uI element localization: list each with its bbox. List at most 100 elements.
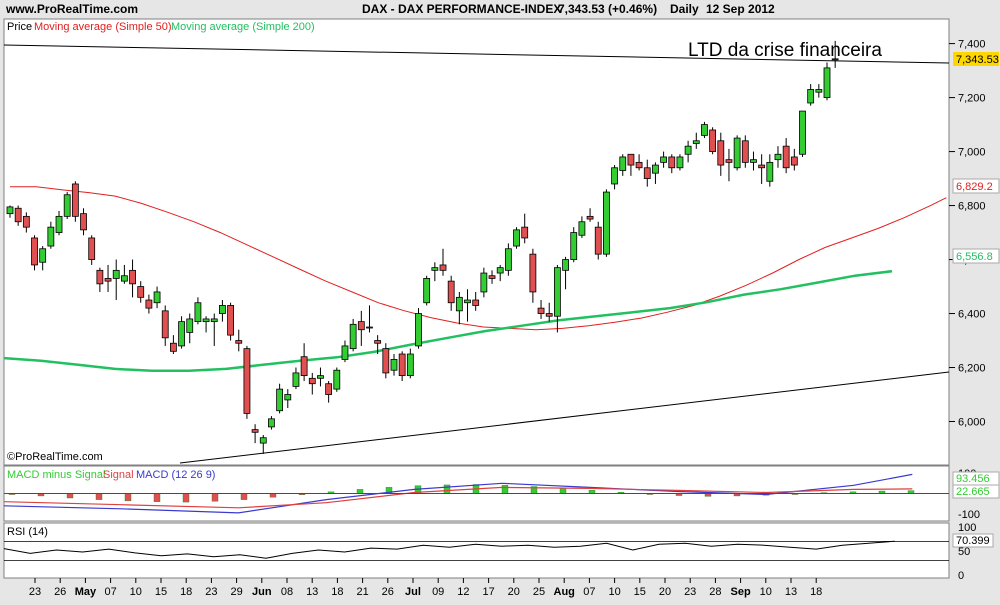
candle-down: [741, 140, 749, 163]
candle-up: [219, 305, 226, 314]
x-tick-label: 25: [533, 586, 545, 598]
macd-bar: [443, 484, 451, 494]
candle-up: [513, 229, 520, 247]
x-tick-label: 23: [684, 586, 696, 598]
badge-price-bg: [953, 52, 999, 66]
candle-down: [161, 310, 169, 339]
candle-up: [406, 353, 414, 377]
candle-down: [668, 156, 676, 169]
x-tick-label: 15: [634, 586, 646, 598]
candle-down: [71, 183, 79, 217]
legend-macd-hist: MACD minus Signal: [7, 469, 105, 481]
candle-up: [317, 375, 324, 379]
x-tick-label: 10: [130, 586, 142, 598]
candle-down: [709, 129, 717, 152]
rsi-tick-label: 100: [958, 522, 976, 534]
candle-up: [178, 321, 185, 347]
candle-down: [129, 269, 136, 285]
candle-up: [562, 259, 569, 271]
candle-up: [464, 299, 471, 304]
candle-down: [374, 340, 382, 344]
candle-up: [47, 226, 55, 247]
legend-rsi: RSI (14): [7, 526, 48, 538]
candle-down: [80, 213, 87, 231]
macd-bar: [211, 493, 219, 502]
candle-down: [382, 348, 390, 374]
candle-up: [259, 437, 267, 444]
candle-up: [292, 372, 300, 387]
legend-ma200: Moving average (Simple 200): [171, 21, 315, 33]
candle-down: [300, 356, 308, 377]
trendline-support: [179, 371, 950, 464]
legend-macd: MACD (12 26 9): [136, 469, 215, 481]
candle-up: [496, 267, 504, 274]
candle-up: [733, 137, 741, 169]
date: 12 Sep 2012: [706, 2, 775, 16]
candle-up: [349, 323, 357, 350]
x-axis: 23 26 May 07 10 15 18 23 29 Jun 08 13 18 21 26 Jul 09 12 1…: [29, 578, 822, 598]
x-tick-label: 09: [432, 586, 444, 598]
price-tick-label: 6,400: [958, 309, 986, 321]
legend-macd-signal: Signal: [103, 469, 134, 481]
candle-up: [39, 248, 47, 263]
candle-down: [14, 207, 22, 223]
candle-up: [276, 388, 284, 412]
candle-down: [104, 278, 112, 282]
price-tick-label: 7,000: [958, 147, 986, 159]
candle-up: [684, 145, 692, 155]
candle-down: [521, 226, 529, 239]
price-tick-label: 6,000: [958, 417, 986, 429]
badge-signal: 22.665: [956, 486, 990, 498]
candle-down: [758, 164, 766, 169]
x-tick-label: 18: [810, 586, 822, 598]
macd-bar: [240, 493, 248, 500]
candle-down: [88, 237, 96, 260]
candle-down: [169, 342, 177, 352]
x-tick-label: 28: [709, 586, 721, 598]
candle-down: [251, 429, 259, 433]
candle-up: [831, 58, 839, 61]
rsi-axis: 100 50 0: [958, 522, 976, 582]
candle-up: [701, 124, 708, 136]
x-tick-label: Aug: [554, 586, 575, 598]
candle-down: [529, 253, 537, 293]
x-tick-label: 26: [54, 586, 66, 598]
candle-up: [799, 110, 806, 155]
candle-down: [243, 348, 251, 414]
price-tick-label: 7,400: [958, 39, 986, 51]
candle-up: [210, 318, 218, 323]
candle-up: [660, 156, 667, 163]
candles: [6, 40, 839, 454]
candle-up: [431, 267, 439, 271]
watermark: ©ProRealTime.com: [7, 451, 103, 463]
candle-up: [284, 394, 292, 401]
rsi-line: [3, 540, 895, 559]
candle-up: [63, 194, 71, 217]
candle-down: [488, 275, 496, 279]
candle-down: [235, 340, 243, 344]
x-tick-label: 20: [508, 586, 520, 598]
candle-up: [603, 191, 610, 255]
candle-up: [480, 272, 488, 293]
rsi-panel: [3, 522, 950, 579]
candle-down: [545, 313, 553, 317]
candle-up: [774, 153, 782, 161]
signal-line: [3, 486, 913, 509]
period: Daily: [670, 2, 699, 16]
candle-up: [341, 345, 349, 360]
x-tick-label: 10: [608, 586, 620, 598]
x-tick-label: 26: [382, 586, 394, 598]
candle-up: [619, 156, 627, 171]
x-tick-label: 23: [205, 586, 217, 598]
x-tick-label: 12: [457, 586, 469, 598]
candle-down: [725, 159, 733, 163]
candle-up: [504, 248, 512, 271]
macd-bar: [356, 489, 364, 494]
candle-up: [553, 267, 561, 317]
site-name: www.ProRealTime.com: [5, 2, 138, 16]
badge-rsi-bg: [952, 533, 994, 548]
x-tick-label: 23: [29, 586, 41, 598]
price-tick-label: 6,200: [958, 363, 986, 375]
x-tick-label: 10: [760, 586, 772, 598]
